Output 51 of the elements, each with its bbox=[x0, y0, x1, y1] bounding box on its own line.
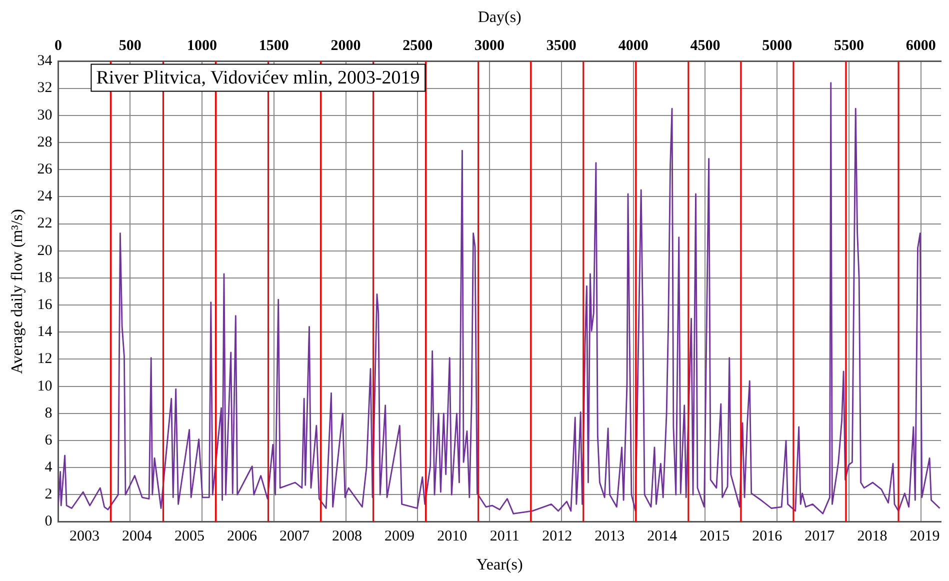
x2-tick-label: 4000 bbox=[618, 38, 648, 54]
x2-tick-label: 1000 bbox=[186, 38, 217, 54]
y-tick-label: 24 bbox=[37, 188, 53, 205]
x-tick-label: 2013 bbox=[594, 528, 625, 545]
y-tick-label: 32 bbox=[37, 80, 52, 96]
x-tick-label: 2003 bbox=[69, 528, 100, 545]
x2-tick-label: 1500 bbox=[258, 38, 289, 54]
y-tick-label: 34 bbox=[37, 53, 53, 70]
x-tick-label: 2009 bbox=[384, 528, 415, 545]
y-tick-label: 4 bbox=[44, 460, 53, 476]
x2-axis-title: Day(s) bbox=[478, 8, 522, 26]
x-tick-label: 2019 bbox=[910, 528, 940, 545]
y-tick-label: 10 bbox=[37, 378, 52, 394]
x-axis-title: Year(s) bbox=[476, 556, 523, 574]
x2-tick-label: 3000 bbox=[474, 38, 505, 54]
x-tick-label: 2017 bbox=[804, 528, 836, 545]
x2-tick-label: 6000 bbox=[906, 38, 936, 54]
x-tick-label: 2005 bbox=[174, 528, 204, 545]
y-tick-label: 16 bbox=[37, 296, 53, 313]
y-tick-label: 28 bbox=[37, 134, 52, 150]
x2-tick-label: 5500 bbox=[834, 38, 864, 54]
y-tick-label: 8 bbox=[44, 405, 52, 422]
y-tick-label: 2 bbox=[44, 486, 52, 503]
x2-tick-label: 4500 bbox=[690, 38, 720, 54]
y-tick-label: 6 bbox=[44, 432, 53, 448]
y-tick-label: 0 bbox=[44, 514, 52, 530]
y-tick-label: 20 bbox=[37, 242, 52, 259]
x2-tick-label: 2500 bbox=[402, 38, 433, 54]
y-tick-label: 14 bbox=[37, 324, 53, 340]
x2-tick-label: 5000 bbox=[762, 38, 792, 54]
x-tick-label: 2014 bbox=[647, 528, 678, 545]
x2-tick-label: 500 bbox=[118, 38, 142, 54]
x2-tick-label: 2000 bbox=[330, 38, 361, 54]
chart-title: River Plitvica, Vidovićev mlin, 2003-2019 bbox=[96, 68, 420, 89]
x-tick-label: 2006 bbox=[227, 528, 258, 545]
x-tick-label: 2008 bbox=[332, 528, 362, 545]
x-tick-label: 2007 bbox=[280, 528, 310, 545]
x2-tick-label: 3500 bbox=[546, 38, 576, 54]
y-tick-label: 30 bbox=[37, 107, 52, 124]
y-axis-title: Average daily flow (m³/s) bbox=[8, 209, 26, 374]
x-tick-label: 2012 bbox=[542, 528, 572, 545]
y-tick-label: 22 bbox=[37, 216, 52, 232]
x-tick-label: 2018 bbox=[857, 528, 888, 545]
y-tick-label: 12 bbox=[37, 351, 52, 368]
y-tick-label: 26 bbox=[37, 162, 53, 178]
x-tick-label: 2010 bbox=[437, 528, 468, 545]
x-tick-label: 2016 bbox=[752, 528, 783, 545]
y-tick-label: 18 bbox=[37, 270, 52, 286]
x-tick-label: 2015 bbox=[700, 528, 730, 545]
x-tick-label: 2004 bbox=[122, 528, 152, 545]
x-tick-label: 2011 bbox=[490, 528, 520, 545]
